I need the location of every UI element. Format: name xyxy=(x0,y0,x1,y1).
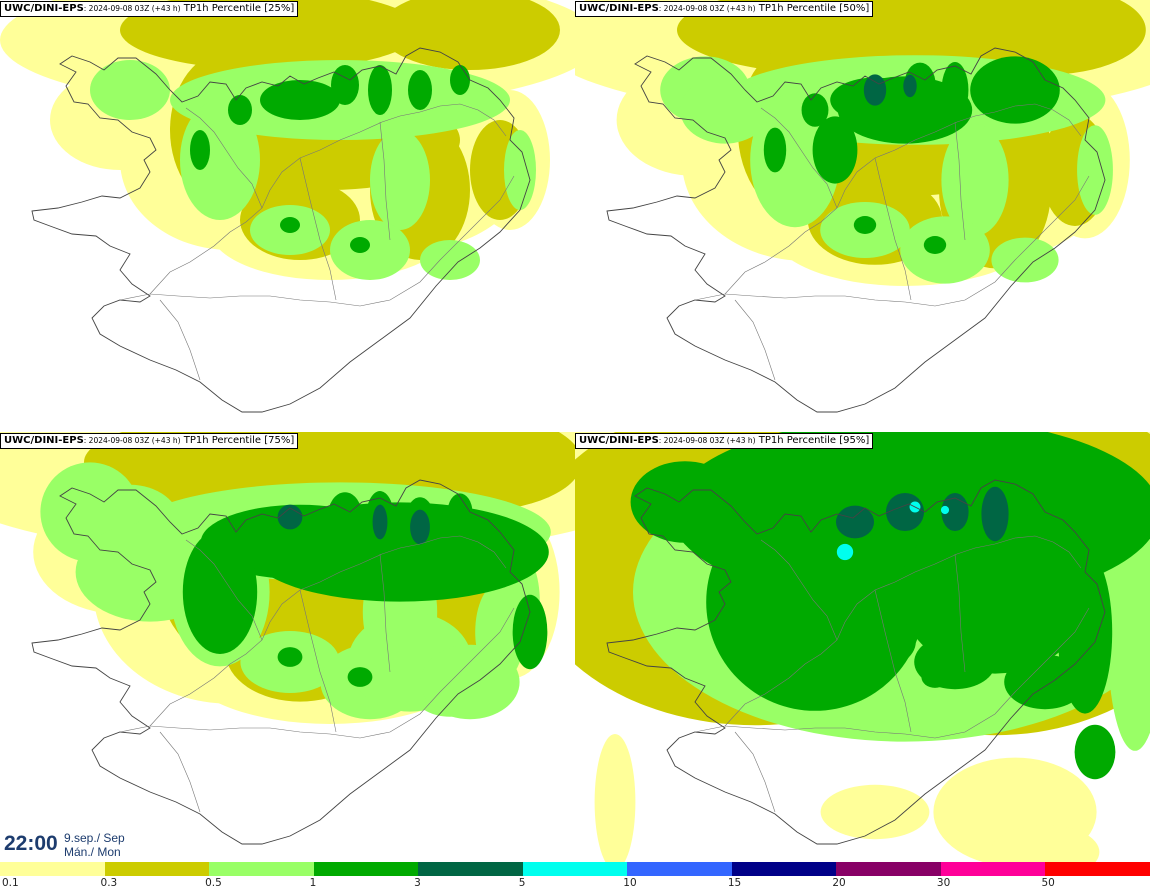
legend-label: 5 xyxy=(518,877,526,889)
legend-swatch xyxy=(418,862,523,876)
model-name: UWC/DINI-EPS xyxy=(4,435,84,446)
legend-swatch xyxy=(1045,862,1150,876)
panel-title: UWC/DINI-EPS: 2024-09-08 03Z (+43 h) TP1… xyxy=(575,1,874,17)
map-panel-p75: UWC/DINI-EPS: 2024-09-08 03Z (+43 h) TP1… xyxy=(0,432,575,862)
legend-bar xyxy=(0,862,1150,876)
legend-swatch xyxy=(209,862,314,876)
legend-swatch xyxy=(104,862,210,876)
precip-map-p95 xyxy=(575,432,1150,862)
panel-title: UWC/DINI-EPS: 2024-09-08 03Z (+43 h) TP1… xyxy=(0,1,299,17)
precip-map-p50 xyxy=(575,0,1150,413)
legend-swatch xyxy=(731,862,837,876)
panel-title: UWC/DINI-EPS: 2024-09-08 03Z (+43 h) TP1… xyxy=(575,433,874,449)
field-name: TP1h Percentile [75%] xyxy=(180,435,295,446)
map-panel-p25: UWC/DINI-EPS: 2024-09-08 03Z (+43 h) TP1… xyxy=(0,0,575,430)
legend-label: 3 xyxy=(414,877,421,889)
precip-map-p25 xyxy=(0,0,575,413)
field-name: TP1h Percentile [25%] xyxy=(180,3,295,14)
map-panel-p95: UWC/DINI-EPS: 2024-09-08 03Z (+43 h) TP1… xyxy=(575,432,1150,862)
legend-label: 0.1 xyxy=(2,877,19,889)
legend-label: 30 xyxy=(936,877,951,889)
map-panel-p50: UWC/DINI-EPS: 2024-09-08 03Z (+43 h) TP1… xyxy=(575,0,1150,430)
model-name: UWC/DINI-EPS xyxy=(579,3,659,14)
precip-map-p75 xyxy=(0,432,575,845)
model-name: UWC/DINI-EPS xyxy=(4,3,84,14)
run-info: : 2024-09-08 03Z (+43 h) xyxy=(83,436,181,445)
valid-date: 9.sep./ Sep xyxy=(64,831,125,845)
legend-label: 0.3 xyxy=(100,877,118,889)
run-info: : 2024-09-08 03Z (+43 h) xyxy=(658,4,756,13)
run-info: : 2024-09-08 03Z (+43 h) xyxy=(83,4,181,13)
field-name: TP1h Percentile [95%] xyxy=(755,435,870,446)
legend-label: 1 xyxy=(309,877,317,889)
panel-title: UWC/DINI-EPS: 2024-09-08 03Z (+43 h) TP1… xyxy=(0,433,299,449)
legend-swatch xyxy=(940,862,1046,876)
valid-time-box: 22:00 9.sep./ Sep Mán./ Mon xyxy=(0,826,130,861)
legend-swatch xyxy=(313,862,419,876)
legend-label: 20 xyxy=(832,877,846,889)
field-name: TP1h Percentile [50%] xyxy=(755,3,870,14)
legend-label: 50 xyxy=(1041,877,1055,889)
legend-label: 0.5 xyxy=(205,877,222,889)
color-legend: 0.1 0.3 0.5 1 3 5 10 15 20 30 50 xyxy=(0,862,1150,891)
run-info: : 2024-09-08 03Z (+43 h) xyxy=(658,436,756,445)
valid-weekday: Mán./ Mon xyxy=(64,845,121,859)
legend-label: 15 xyxy=(727,877,742,889)
legend-swatch xyxy=(836,862,941,876)
model-name: UWC/DINI-EPS xyxy=(579,435,659,446)
legend-label: 10 xyxy=(623,877,637,889)
valid-time: 22:00 xyxy=(4,832,58,855)
legend-swatch xyxy=(627,862,732,876)
legend-swatch xyxy=(0,862,105,876)
legend-swatch xyxy=(522,862,628,876)
